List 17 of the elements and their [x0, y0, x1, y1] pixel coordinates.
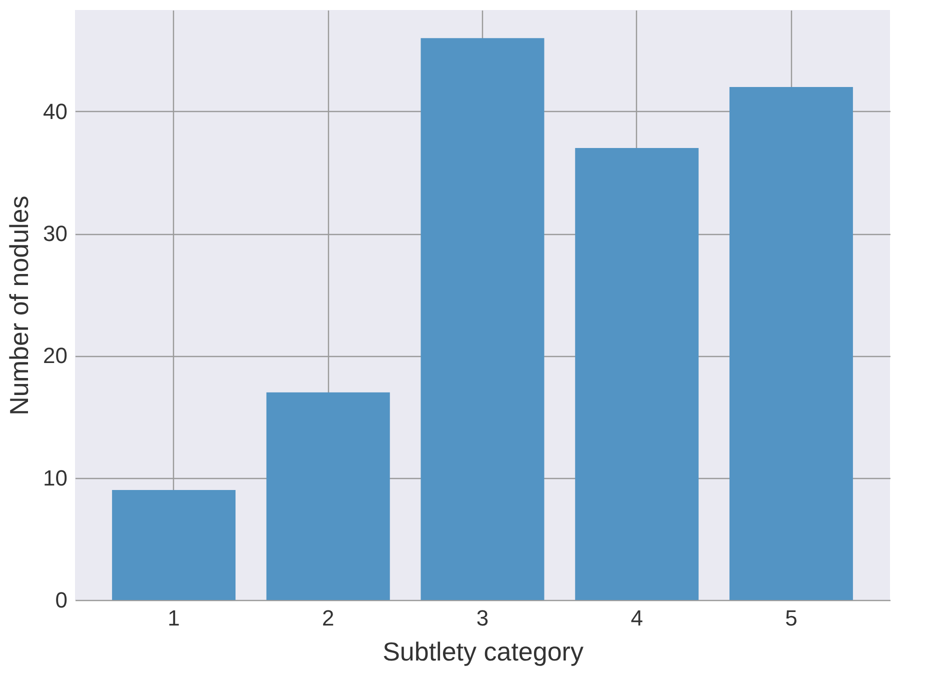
bar — [575, 148, 699, 600]
x-tick-label: 3 — [476, 606, 489, 630]
x-axis-title: Subtlety category — [382, 636, 584, 666]
bar — [420, 38, 544, 600]
y-tick-label: 0 — [55, 588, 68, 612]
bar — [729, 86, 853, 600]
y-tick-label: 30 — [43, 221, 68, 246]
y-axis-title: Number of nodules — [4, 196, 34, 416]
x-tick-label: 1 — [168, 606, 180, 630]
x-tick-label: 5 — [785, 606, 798, 630]
y-tick-label: 40 — [43, 98, 68, 124]
x-tick-label: 4 — [630, 606, 643, 630]
y-tick-label: 20 — [43, 343, 68, 368]
bar — [266, 392, 390, 600]
bar — [112, 490, 236, 600]
y-tick-label: 10 — [43, 465, 68, 490]
x-tick-label: 2 — [322, 606, 334, 630]
